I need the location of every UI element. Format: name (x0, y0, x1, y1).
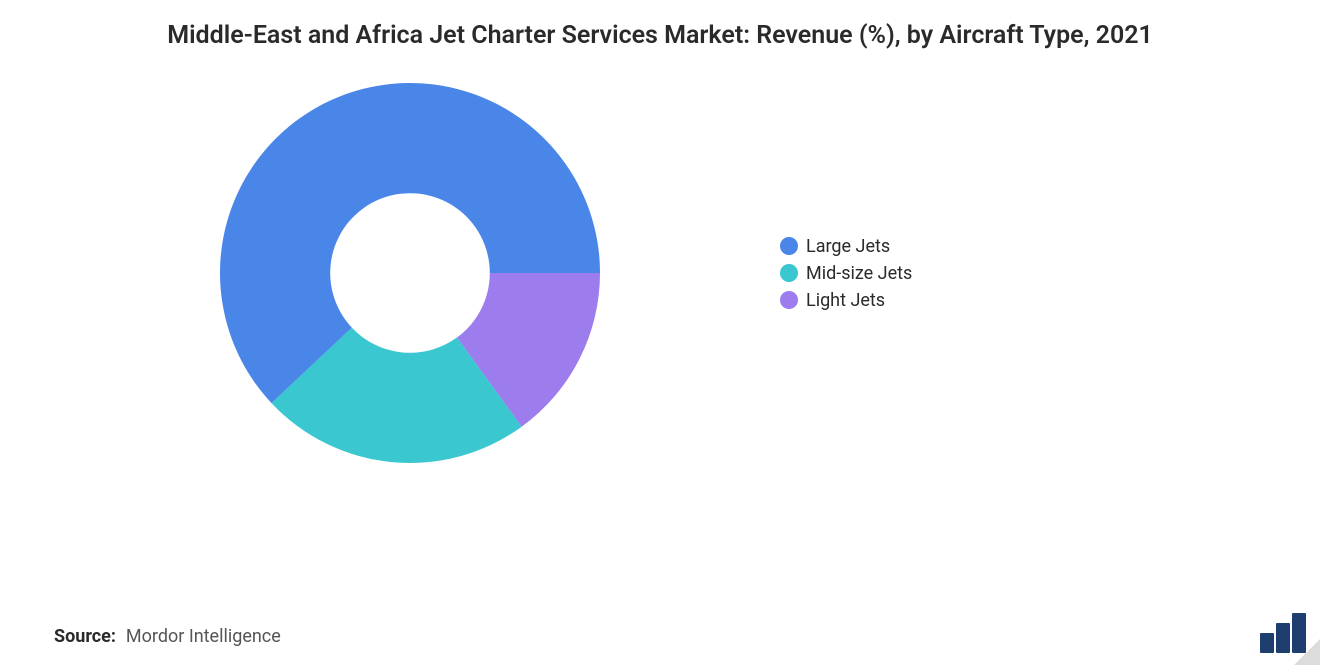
corner-fold-decoration (1294, 639, 1320, 665)
source-value: Mordor Intelligence (126, 626, 281, 647)
legend-label: Large Jets (806, 236, 890, 257)
watermark-bar-icon (1276, 623, 1290, 653)
legend-label: Mid-size Jets (806, 263, 912, 284)
legend-label: Light Jets (806, 290, 885, 311)
chart-title: Middle-East and Africa Jet Charter Servi… (0, 0, 1320, 53)
source-attribution: Source: Mordor Intelligence (54, 626, 281, 647)
legend: Large Jets Mid-size Jets Light Jets (780, 236, 912, 311)
legend-item-mid-size-jets: Mid-size Jets (780, 263, 912, 284)
source-label: Source: (54, 626, 116, 647)
donut-hole (332, 195, 488, 351)
legend-swatch (780, 264, 798, 282)
legend-item-light-jets: Light Jets (780, 290, 912, 311)
watermark-bar-icon (1260, 633, 1274, 653)
donut-chart (210, 73, 610, 473)
legend-swatch (780, 291, 798, 309)
legend-item-large-jets: Large Jets (780, 236, 912, 257)
chart-area: Large Jets Mid-size Jets Light Jets (0, 73, 1320, 473)
legend-swatch (780, 237, 798, 255)
